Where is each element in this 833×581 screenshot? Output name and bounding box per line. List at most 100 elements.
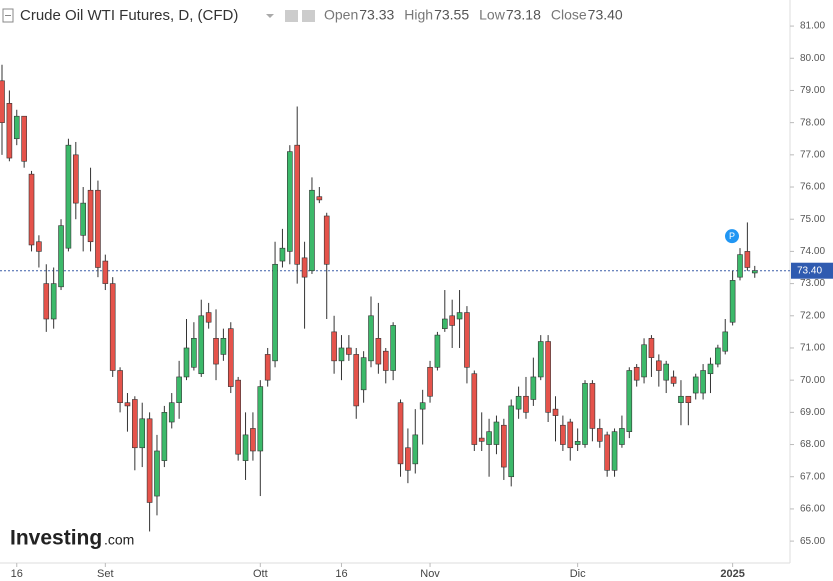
annotation-label: P [729,231,735,241]
candle-body [552,408,559,416]
candle-body [441,318,448,329]
candle-body [279,247,286,262]
candle-body [323,215,330,265]
candle-body [537,341,544,378]
candle-body [198,315,205,375]
candle-body [73,154,79,204]
y-tick-label: 76.00 [800,182,825,193]
candle-body [604,434,610,471]
candle-body [250,428,256,452]
candle-body [737,254,743,278]
candle-body [257,386,264,452]
candle-body [685,395,692,403]
y-tick-label: 71.00 [800,343,825,354]
y-tick-label: 70.00 [800,375,825,386]
candle-body [287,151,293,252]
candle-body [235,379,241,455]
candle-body [272,263,278,362]
candle-body [139,418,146,449]
ohlc-label: Low [479,7,506,23]
candle-body [176,376,182,403]
candle-body [641,344,647,378]
candle-body [715,347,721,365]
candle-body [508,405,515,478]
collapse-icon[interactable] [2,8,14,23]
y-tick-label: 81.00 [800,21,825,32]
y-tick-label: 78.00 [800,117,825,128]
candle-body [670,376,677,384]
candle-body [596,428,603,442]
candle-body [405,447,411,471]
candle-body [28,173,35,246]
x-tick-label: Ott [253,568,268,580]
x-tick-label: Dic [570,568,586,580]
candle-body [412,434,419,465]
candle-body [117,370,123,403]
candle-body [515,395,522,410]
candle-body [360,357,367,391]
candle-body [486,431,492,445]
candle-body [729,280,736,323]
candle-body [95,189,101,268]
y-tick-label: 66.00 [800,504,825,515]
candle-body [191,338,197,368]
candle-body [109,283,116,371]
ohlc-value: 73.18 [506,7,541,23]
candle-body [493,421,500,445]
y-tick-label: 73.00 [800,278,825,289]
candle-body [338,347,345,362]
candle-body [227,328,234,387]
candle-body [464,312,470,368]
candle-body [161,412,168,461]
candle-body [700,370,706,394]
candle-body [478,437,485,442]
candle-body [574,441,581,445]
candle-body [21,115,27,162]
y-tick-label: 68.00 [800,439,825,450]
candle-body [611,431,618,471]
x-tick-label: 16 [11,568,23,580]
candle-body [80,202,86,236]
candle-body [419,402,426,410]
dropdown-arrow[interactable] [266,14,274,18]
candle-body [397,402,404,465]
candle-body [582,383,588,445]
candle-body [132,399,138,449]
ohlc-label: Open [324,7,358,23]
x-tick-label: Set [97,568,114,580]
candle-body [353,354,360,407]
candle-body [154,450,160,497]
candle-body [205,312,212,323]
y-tick-label: 75.00 [800,214,825,225]
candle-body [146,418,153,503]
y-tick-label: 65.00 [800,536,825,547]
candle-body [220,338,227,355]
candle-body [58,225,64,288]
ohlc-value: 73.55 [434,7,469,23]
candle-body [722,331,729,352]
x-tick-label: 2025 [720,568,744,580]
settings-icon[interactable] [302,10,315,22]
candle-body [36,241,42,252]
ohlc-value: 73.33 [359,7,394,23]
candle-body [449,315,455,326]
candle-body [168,402,175,423]
candle-body [751,270,758,274]
candle-body [294,144,301,265]
y-tick-label: 67.00 [800,471,825,482]
candle-body [87,189,94,243]
candle-body [382,350,389,371]
ohlc-label: Close [551,7,587,23]
watermark-brand: Investing [10,527,102,550]
candle-body [65,144,72,249]
eye-icon[interactable] [285,10,298,22]
x-tick-label: 16 [335,568,347,580]
ohlc-value: 73.40 [588,7,623,23]
candle-body [368,315,374,362]
candle-body [50,283,57,320]
candle-body [6,103,13,159]
candle-body [102,260,109,284]
y-tick-label: 80.00 [800,53,825,64]
candle-body [567,421,574,449]
